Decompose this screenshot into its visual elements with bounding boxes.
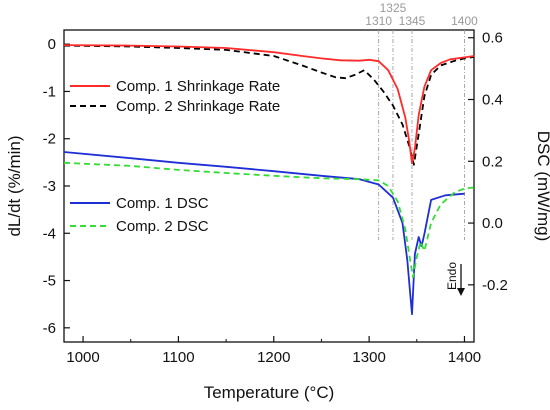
right-axis-title: DSC (mW/mg) xyxy=(534,131,550,241)
refline-label-1325: 1325 xyxy=(380,1,407,15)
legend-label-comp1-dsc: Comp. 1 DSC xyxy=(116,195,209,212)
endo-annotation: Endo xyxy=(445,262,465,296)
endo-arrow-head xyxy=(457,288,465,296)
series-layer xyxy=(63,44,475,316)
series-line-comp1-rate xyxy=(63,44,475,165)
left-y-tick-label-1: -1 xyxy=(43,83,56,100)
x-tick-label-1100: 1100 xyxy=(162,349,194,366)
series-line-comp2-rate xyxy=(63,44,475,166)
x-tick-label-1400: 1400 xyxy=(448,349,481,366)
x-tick-label-1200: 1200 xyxy=(257,349,290,366)
refline-label-1400: 1400 xyxy=(451,14,478,28)
refline-label-1310: 1310 xyxy=(365,14,392,28)
left-axis-title: dL/dt (%/min) xyxy=(5,135,24,236)
legend-label-comp2-dsc: Comp. 2 DSC xyxy=(116,218,209,235)
left-y-tick-label-2: -2 xyxy=(43,131,56,148)
left-y-tick-label-0: 0 xyxy=(48,36,56,53)
refline-label-1345: 1345 xyxy=(399,14,426,28)
right-y-tick-label-1: 0.4 xyxy=(482,92,503,109)
series-line-comp1-dsc xyxy=(63,151,465,316)
x-tick-label-1000: 1000 xyxy=(66,349,99,366)
right-y-tick-label-0: 0.6 xyxy=(482,30,503,47)
right-y-tick-label-4: -0.2 xyxy=(482,277,508,294)
right-y-tick-label-2: 0.2 xyxy=(482,153,503,170)
x-tick-label-1300: 1300 xyxy=(352,349,385,366)
x-axis-title: Temperature (°C) xyxy=(204,383,335,402)
left-y-tick-label-3: -3 xyxy=(43,178,56,195)
legend-label-comp1-rate: Comp. 1 Shrinkage Rate xyxy=(116,78,280,95)
left-y-tick-label-5: -5 xyxy=(43,273,56,290)
legend-dsc: Comp. 1 DSC Comp. 2 DSC xyxy=(70,195,209,235)
endo-label: Endo xyxy=(445,262,459,290)
left-y-tick-label-6: -6 xyxy=(43,320,56,337)
series-line-comp2-dsc xyxy=(63,161,475,279)
legend-label-comp2-rate: Comp. 2 Shrinkage Rate xyxy=(116,98,280,115)
axes-ticks: 1000 1100 1200 1300 1400 0 -1 -2 -3 -4 -5 -6 0.6 0.4 0… xyxy=(43,30,508,366)
right-y-tick-label-3: 0.0 xyxy=(482,215,503,232)
legend-shrinkage: Comp. 1 Shrinkage Rate Comp. 2 Shrinkage… xyxy=(70,78,280,115)
left-y-tick-label-4: -4 xyxy=(43,225,56,242)
